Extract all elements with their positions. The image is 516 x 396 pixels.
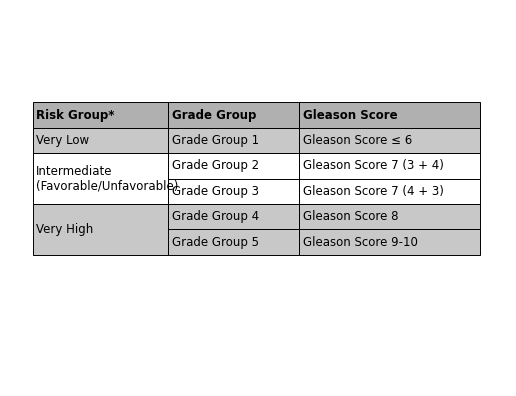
Text: Gleason Score 7 (3 + 4): Gleason Score 7 (3 + 4) — [302, 160, 443, 172]
Text: Grade Group: Grade Group — [171, 109, 256, 122]
Text: Grade Group 5: Grade Group 5 — [171, 236, 259, 249]
FancyBboxPatch shape — [299, 229, 480, 255]
Text: Gleason Score 7 (4 + 3): Gleason Score 7 (4 + 3) — [302, 185, 443, 198]
Text: Gleason Score ≤ 6: Gleason Score ≤ 6 — [302, 134, 412, 147]
Text: Grade Group 2: Grade Group 2 — [171, 160, 259, 172]
Text: Grade Group 1: Grade Group 1 — [171, 134, 259, 147]
Text: Intermediate
(Favorable/Unfavorable): Intermediate (Favorable/Unfavorable) — [36, 165, 178, 192]
FancyBboxPatch shape — [168, 179, 299, 204]
FancyBboxPatch shape — [168, 153, 299, 179]
Text: Very Low: Very Low — [36, 134, 89, 147]
FancyBboxPatch shape — [299, 204, 480, 229]
FancyBboxPatch shape — [168, 128, 299, 153]
FancyBboxPatch shape — [168, 103, 299, 128]
FancyBboxPatch shape — [33, 128, 168, 153]
FancyBboxPatch shape — [299, 128, 480, 153]
Text: Gleason Score 8: Gleason Score 8 — [302, 210, 398, 223]
Text: Grade Group 4: Grade Group 4 — [171, 210, 259, 223]
FancyBboxPatch shape — [33, 204, 168, 255]
Text: Grade Group 3: Grade Group 3 — [171, 185, 259, 198]
FancyBboxPatch shape — [299, 179, 480, 204]
Text: Gleason Score 9-10: Gleason Score 9-10 — [302, 236, 417, 249]
FancyBboxPatch shape — [33, 103, 168, 128]
FancyBboxPatch shape — [299, 153, 480, 179]
FancyBboxPatch shape — [168, 204, 299, 229]
FancyBboxPatch shape — [33, 153, 168, 204]
FancyBboxPatch shape — [168, 229, 299, 255]
Text: Gleason Score: Gleason Score — [302, 109, 397, 122]
FancyBboxPatch shape — [299, 103, 480, 128]
Text: Risk Group*: Risk Group* — [36, 109, 114, 122]
Text: Very High: Very High — [36, 223, 93, 236]
